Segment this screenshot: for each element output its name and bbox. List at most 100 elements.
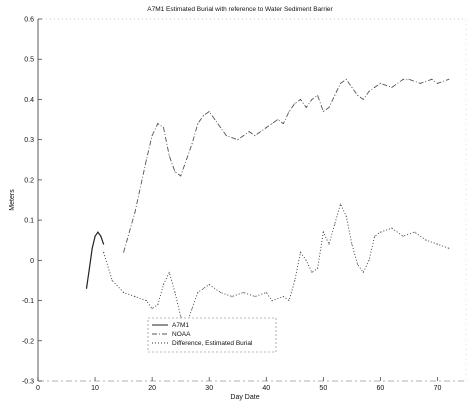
series-line bbox=[123, 78, 450, 253]
data-point bbox=[220, 291, 222, 294]
data-point bbox=[103, 243, 105, 245]
data-point bbox=[103, 251, 105, 253]
data-point bbox=[288, 110, 290, 113]
legend-box bbox=[147, 317, 277, 353]
data-point bbox=[265, 291, 267, 294]
y-tick-label: 0.4 bbox=[24, 97, 34, 104]
data-point bbox=[436, 82, 439, 84]
data-point bbox=[237, 139, 239, 141]
data-point bbox=[345, 215, 347, 217]
y-tick-label: -0.3 bbox=[22, 379, 34, 386]
series-0 bbox=[85, 231, 105, 290]
chart-title: A7M1 Estimated Burial with reference to … bbox=[147, 6, 333, 13]
y-tick-label: -0.2 bbox=[22, 338, 34, 345]
data-point bbox=[145, 299, 148, 302]
data-point bbox=[305, 106, 307, 109]
data-point bbox=[168, 271, 170, 273]
data-point bbox=[197, 291, 199, 294]
data-point bbox=[311, 271, 313, 273]
data-point bbox=[231, 295, 233, 298]
legend: A7M1 NOAA Difference, Estimated Burial bbox=[147, 317, 277, 353]
data-point bbox=[94, 235, 96, 237]
y-tick-label: 0.6 bbox=[24, 17, 34, 24]
y-axis-title: Meters bbox=[9, 189, 16, 211]
x-axis: 0 10 20 30 40 50 60 70 bbox=[36, 377, 441, 392]
data-point bbox=[402, 78, 404, 80]
data-point bbox=[374, 86, 376, 88]
data-point bbox=[174, 171, 176, 173]
data-point bbox=[220, 127, 222, 129]
data-point bbox=[242, 291, 245, 294]
data-point bbox=[151, 308, 153, 310]
data-point bbox=[317, 267, 319, 269]
data-point bbox=[299, 251, 302, 253]
x-tick-label: 70 bbox=[434, 385, 442, 392]
data-point bbox=[254, 295, 256, 298]
data-point bbox=[368, 259, 370, 261]
data-point bbox=[191, 308, 193, 310]
data-point bbox=[97, 231, 99, 233]
data-point bbox=[317, 94, 319, 97]
series-line bbox=[103, 202, 450, 326]
data-point bbox=[334, 94, 336, 97]
data-point bbox=[202, 114, 205, 117]
x-tick-label: 40 bbox=[262, 385, 270, 392]
y-axis: 0.6 0.5 0.4 0.3 0.2 0.1 0 -0.1 -0.2 -0.3 bbox=[22, 17, 42, 386]
data-point bbox=[180, 316, 182, 318]
data-point bbox=[191, 143, 193, 145]
y-tick-label: 0 bbox=[30, 258, 34, 265]
x-tick-label: 60 bbox=[377, 385, 385, 392]
data-point bbox=[208, 110, 210, 113]
data-point bbox=[100, 235, 102, 237]
data-point bbox=[157, 303, 159, 306]
data-point bbox=[225, 135, 227, 137]
data-point bbox=[356, 94, 359, 97]
data-point bbox=[436, 243, 439, 245]
x-tick-label: 10 bbox=[91, 385, 99, 392]
y-tick-label: 0.5 bbox=[24, 57, 34, 64]
data-point bbox=[408, 78, 410, 80]
data-point bbox=[362, 271, 364, 273]
data-point bbox=[134, 295, 136, 298]
data-point bbox=[174, 291, 176, 294]
data-point bbox=[168, 155, 170, 157]
data-point bbox=[288, 299, 290, 302]
data-point bbox=[448, 247, 450, 249]
data-point bbox=[123, 251, 125, 253]
data-point bbox=[448, 78, 450, 80]
data-point bbox=[282, 122, 284, 125]
data-point bbox=[431, 78, 433, 80]
x-tick-label: 0 bbox=[36, 385, 40, 392]
data-point bbox=[214, 118, 216, 121]
y-tick-label: 0.1 bbox=[24, 218, 34, 225]
data-point bbox=[111, 279, 113, 282]
data-point bbox=[328, 106, 330, 109]
data-point bbox=[339, 82, 342, 84]
data-point bbox=[157, 122, 159, 125]
data-point bbox=[391, 86, 393, 88]
data-point bbox=[162, 127, 165, 129]
data-point bbox=[299, 98, 302, 101]
data-point bbox=[85, 287, 88, 290]
data-point bbox=[88, 267, 90, 269]
data-point bbox=[351, 243, 353, 245]
data-point bbox=[202, 287, 205, 290]
data-point bbox=[91, 247, 93, 249]
data-point bbox=[345, 78, 347, 80]
data-point bbox=[414, 231, 416, 233]
data-point bbox=[134, 211, 136, 213]
data-point bbox=[145, 159, 148, 161]
data-point bbox=[265, 127, 267, 129]
data-point bbox=[419, 82, 421, 84]
series-line bbox=[85, 231, 105, 289]
data-point bbox=[271, 299, 273, 302]
data-point bbox=[356, 263, 359, 265]
series-1 bbox=[123, 78, 450, 253]
data-point bbox=[197, 122, 199, 125]
data-point bbox=[294, 102, 296, 105]
data-point bbox=[322, 110, 324, 113]
data-point bbox=[248, 131, 250, 133]
data-point bbox=[351, 86, 353, 88]
y-tick-label: 0.3 bbox=[24, 137, 34, 144]
legend-label: NOAA bbox=[172, 331, 191, 338]
